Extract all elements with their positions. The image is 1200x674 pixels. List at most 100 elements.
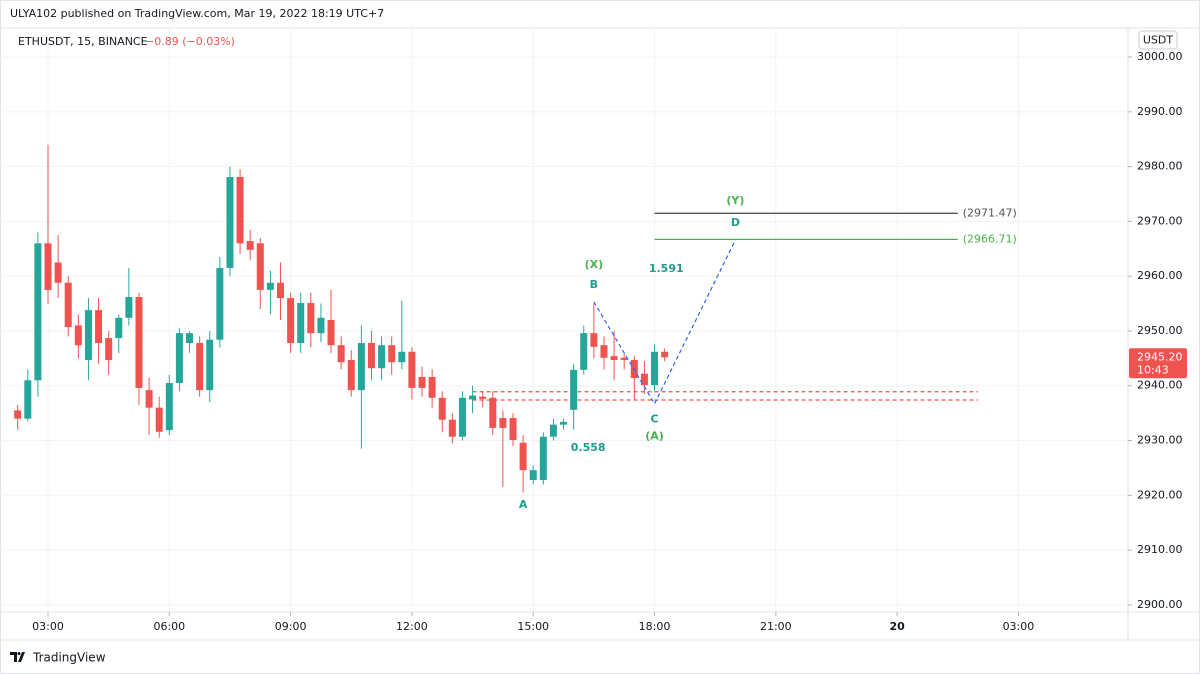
candle-body <box>519 442 527 471</box>
y-tick-label: 2940.00 <box>1137 379 1183 392</box>
y-tick-label: 2980.00 <box>1137 160 1183 173</box>
x-tick-label: 03:00 <box>1003 620 1035 633</box>
y-tick-label: 2960.00 <box>1137 269 1183 282</box>
candle-body <box>34 243 42 381</box>
level-label: (2971.47) <box>963 206 1017 219</box>
candle-body <box>24 380 32 419</box>
candle-body <box>125 296 133 318</box>
wave-label: B <box>590 278 598 291</box>
candle-body <box>44 243 52 290</box>
y-tick-label: 2920.00 <box>1137 488 1183 501</box>
y-tick-label: 2910.00 <box>1137 543 1183 556</box>
published-line: ULYA102 published on TradingView.com, Ma… <box>10 7 384 20</box>
candle-body <box>489 397 497 428</box>
candle-body <box>529 470 537 480</box>
candle-body <box>580 333 588 370</box>
candle-body <box>266 282 274 290</box>
candle-body <box>155 407 163 432</box>
candle-body <box>54 262 62 283</box>
candle-body <box>327 320 335 346</box>
candle-body <box>186 333 194 344</box>
candle-body <box>226 177 234 268</box>
candle-body <box>469 395 477 400</box>
wave-label: (X) <box>585 258 604 271</box>
candle-body <box>539 436 547 480</box>
x-tick-label: 21:00 <box>760 620 792 633</box>
candle-body <box>479 396 487 399</box>
wave-path <box>593 239 736 406</box>
candle-body <box>428 376 436 398</box>
candle-body <box>277 282 285 299</box>
candle-body <box>398 351 406 363</box>
candle-body <box>206 339 214 391</box>
wave-label: (A) <box>645 430 664 443</box>
candle-body <box>74 325 82 346</box>
candle-body <box>509 418 517 440</box>
candle-body <box>115 317 123 339</box>
wave-label: 0.558 <box>571 441 606 454</box>
candle-body <box>105 338 113 360</box>
candle-body <box>307 303 315 334</box>
candle-body <box>297 303 305 344</box>
candle-body <box>651 351 659 386</box>
brand-logo <box>10 652 25 662</box>
countdown: 10:43 <box>1137 363 1169 376</box>
last-price-tag <box>1129 348 1187 379</box>
candle-body <box>256 243 264 290</box>
wave-label: (Y) <box>726 194 744 207</box>
candle-body <box>347 359 355 391</box>
candle-body <box>135 296 143 388</box>
candle-body <box>236 177 244 244</box>
candle-body <box>196 343 204 391</box>
candle-body <box>499 418 507 428</box>
candle-body <box>84 310 92 360</box>
candle-body <box>590 333 598 347</box>
candle-body <box>175 333 183 384</box>
x-tick-label: 03:00 <box>32 620 64 633</box>
candle-body <box>216 267 224 340</box>
symbol: ETHUSDT, 15, BINANCE <box>18 35 148 48</box>
y-tick-label: 2900.00 <box>1137 598 1183 611</box>
price-change: −0.89 (−0.03%) <box>145 35 235 48</box>
candle-body <box>640 373 648 386</box>
level-label: (2966.71) <box>963 232 1017 245</box>
candle-body <box>549 424 557 437</box>
candle-body <box>600 345 608 358</box>
candle-body <box>438 397 446 420</box>
candle-body <box>367 343 375 369</box>
y-tick-label: 2970.00 <box>1137 214 1183 227</box>
y-tick-label: 2990.00 <box>1137 105 1183 118</box>
x-tick-label: 12:00 <box>396 620 428 633</box>
candle-body <box>610 356 618 360</box>
candle-body <box>317 317 325 334</box>
x-tick-label: 20 <box>889 620 905 633</box>
candle-body <box>661 351 669 358</box>
last-price-label: 2945.20 <box>1137 350 1183 363</box>
candle-body <box>570 369 578 410</box>
candle-body <box>64 282 72 328</box>
candle-body <box>246 241 254 250</box>
x-tick-label: 18:00 <box>639 620 671 633</box>
currency-box <box>1138 30 1178 50</box>
candle-body <box>448 419 456 437</box>
candle-body <box>560 421 568 425</box>
x-tick-label: 06:00 <box>153 620 185 633</box>
candle-body <box>287 298 295 344</box>
candle-body <box>337 345 345 363</box>
candle-body <box>418 376 426 388</box>
y-tick-label: 2930.00 <box>1137 434 1183 447</box>
candle-body <box>145 390 153 408</box>
wave-label: D <box>731 216 740 229</box>
candle-body <box>165 383 173 431</box>
wave-label: C <box>650 413 658 426</box>
candle-body <box>388 345 396 363</box>
candle-body <box>458 397 466 437</box>
candle-body <box>408 351 416 388</box>
x-tick-label: 09:00 <box>275 620 307 633</box>
candle-body <box>357 343 365 391</box>
y-tick-label: 2950.00 <box>1137 324 1183 337</box>
candle-body <box>95 310 103 344</box>
candle-body <box>14 410 22 419</box>
